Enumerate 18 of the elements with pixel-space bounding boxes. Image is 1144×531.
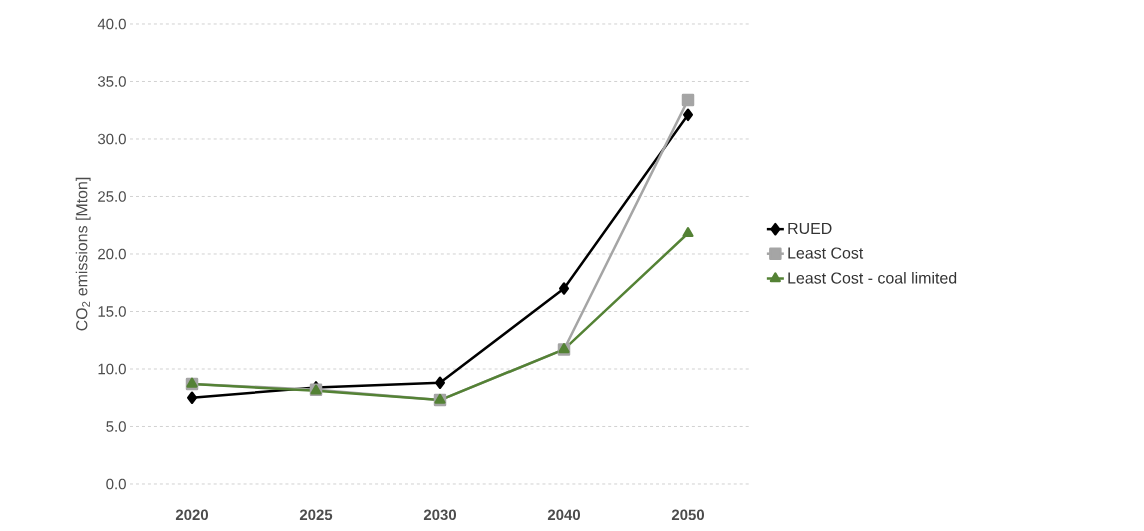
y-tick-label: 5.0 (106, 421, 126, 432)
x-tick-label: 2020 (175, 509, 208, 521)
x-tick-label: 2025 (299, 509, 333, 521)
y-tick-label: 30.0 (97, 133, 126, 145)
x-tick-label: 2040 (547, 509, 580, 521)
legend-label: Least Cost (788, 247, 864, 259)
y-tick-label: 35.0 (97, 76, 126, 87)
y-tick-label: 40.0 (97, 18, 126, 30)
x-tick-label: 2030 (423, 509, 456, 521)
legend-label: RUED (788, 222, 832, 235)
legend-label: Least Cost - coal limited (788, 271, 957, 284)
y-tick-label: 0.0 (106, 478, 126, 490)
x-tick-label: 2050 (671, 509, 704, 521)
y-tick-label: 15.0 (98, 306, 126, 317)
y-tick-label: 20.0 (98, 248, 126, 260)
y-tick-label: 25.0 (98, 191, 126, 202)
y-axis-title: CO$_{2}$ emissions [Mton] (75, 177, 91, 331)
y-tick-label: 10.0 (98, 363, 126, 375)
